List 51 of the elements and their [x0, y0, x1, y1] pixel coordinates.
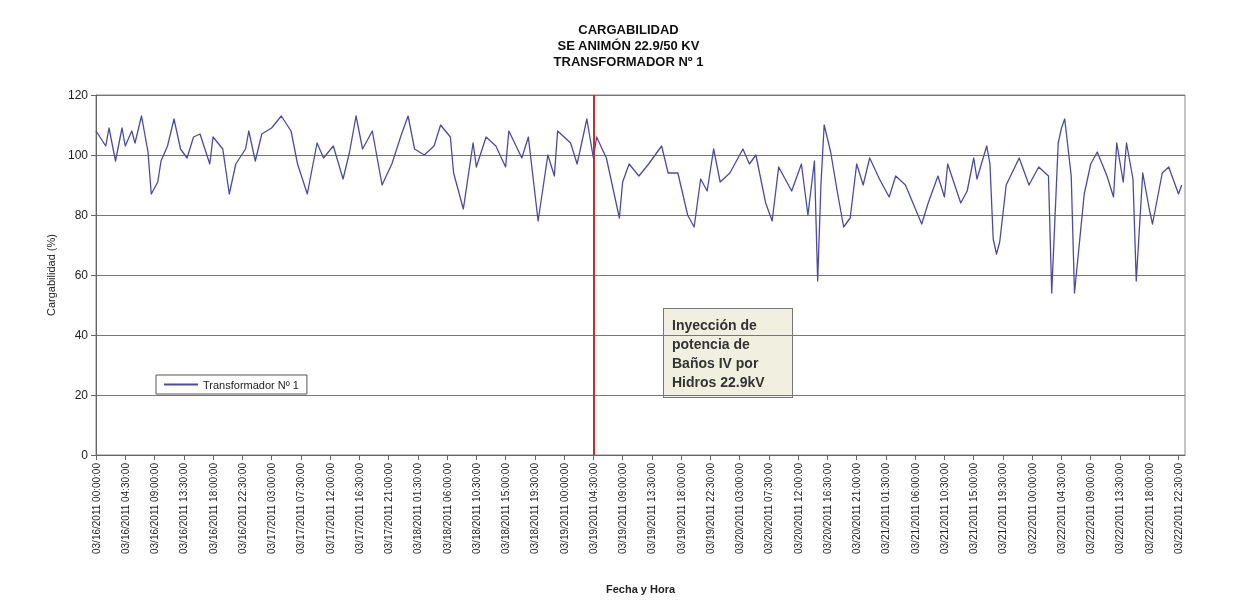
x-tick-label: 03/21/2011 19:30:00: [997, 462, 1009, 555]
x-tick-label: 03/21/2011 10:30:00: [938, 462, 950, 555]
x-tick-label: 03/22/2011 00:00:00: [1026, 462, 1038, 555]
x-tick-label: 03/22/2011 22:30:00: [1173, 462, 1184, 555]
y-tick-label: 20: [74, 388, 89, 402]
y-tick-label: 120: [67, 88, 89, 102]
y-tick-label: 40: [74, 328, 89, 342]
x-tick-label: 03/22/2011 13:30:00: [1114, 462, 1126, 555]
x-tick-label: 03/22/2011 18:00:00: [1143, 462, 1155, 555]
y-axis-title: Cargabilidad (%): [44, 234, 57, 316]
y-tick-label: 0: [81, 448, 89, 462]
x-tick-label: 03/16/2011 00:00:00: [90, 462, 102, 555]
x-tick-label: 03/20/2011 12:00:00: [792, 462, 804, 555]
x-tick-label: 03/21/2011 06:00:00: [909, 462, 921, 555]
x-tick-label: 03/21/2011 15:00:00: [968, 462, 980, 555]
x-tick-label: 03/19/2011 04:30:00: [587, 462, 599, 555]
x-tick-label: 03/22/2011 09:00:00: [1085, 462, 1097, 555]
x-tick-label: 03/18/2011 01:30:00: [412, 462, 424, 555]
x-tick-label: 03/20/2011 21:00:00: [851, 462, 863, 555]
x-tick-label: 03/16/2011 18:00:00: [207, 462, 219, 555]
x-tick-label: 03/17/2011 16:30:00: [353, 462, 365, 555]
y-tick-label: 60: [74, 268, 89, 282]
x-axis-title: Fecha y Hora: [605, 582, 676, 595]
y-tick-label: 80: [74, 208, 89, 222]
x-tick-label: 03/19/2011 00:00:00: [558, 462, 570, 555]
x-tick-label: 03/16/2011 22:30:00: [236, 462, 248, 555]
x-tick-label: 03/16/2011 09:00:00: [149, 462, 161, 555]
x-tick-label: 03/20/2011 07:30:00: [763, 462, 775, 555]
x-tick-label: 03/18/2011 15:00:00: [500, 462, 512, 555]
x-tick-label: 03/19/2011 18:00:00: [675, 462, 687, 555]
line-series: [95, 115, 1183, 294]
legend-label: Transformador Nº 1: [203, 378, 299, 391]
x-tick-label: 03/17/2011 21:00:00: [383, 462, 395, 555]
x-tick-label: 03/19/2011 22:30:00: [704, 462, 716, 555]
x-tick-label: 03/20/2011 16:30:00: [821, 462, 833, 555]
x-tick-label: 03/17/2011 07:30:00: [295, 462, 307, 555]
x-tick-label: 03/17/2011 12:00:00: [324, 462, 336, 555]
annotation: Inyección de potencia de Baños IV por Hidros 22.9kV: [672, 316, 766, 390]
x-tick-label: 03/21/2011 01:30:00: [880, 462, 892, 555]
x-tick-label: 03/18/2011 19:30:00: [529, 462, 541, 555]
x-tick-label: 03/22/2011 04:30:00: [1055, 462, 1067, 555]
x-tick-label: 03/18/2011 10:30:00: [470, 462, 482, 555]
x-tick-label: 03/16/2011 13:30:00: [178, 462, 190, 555]
x-tick-label: 03/19/2011 13:30:00: [646, 462, 658, 555]
x-tick-label: 03/16/2011 04:30:00: [119, 462, 131, 555]
x-tick-label: 03/18/2011 06:00:00: [441, 462, 453, 555]
x-tick-label: 03/20/2011 03:00:00: [734, 462, 746, 555]
y-tick-label: 100: [67, 148, 89, 162]
x-tick-label: 03/17/2011 03:00:00: [266, 462, 278, 555]
chart-title: CARGABILIDAD SE ANIMÓN 22.9/50 KV TRANSFORMADOR Nº 1: [553, 21, 704, 69]
x-tick-label: 03/19/2011 09:00:00: [617, 462, 629, 555]
